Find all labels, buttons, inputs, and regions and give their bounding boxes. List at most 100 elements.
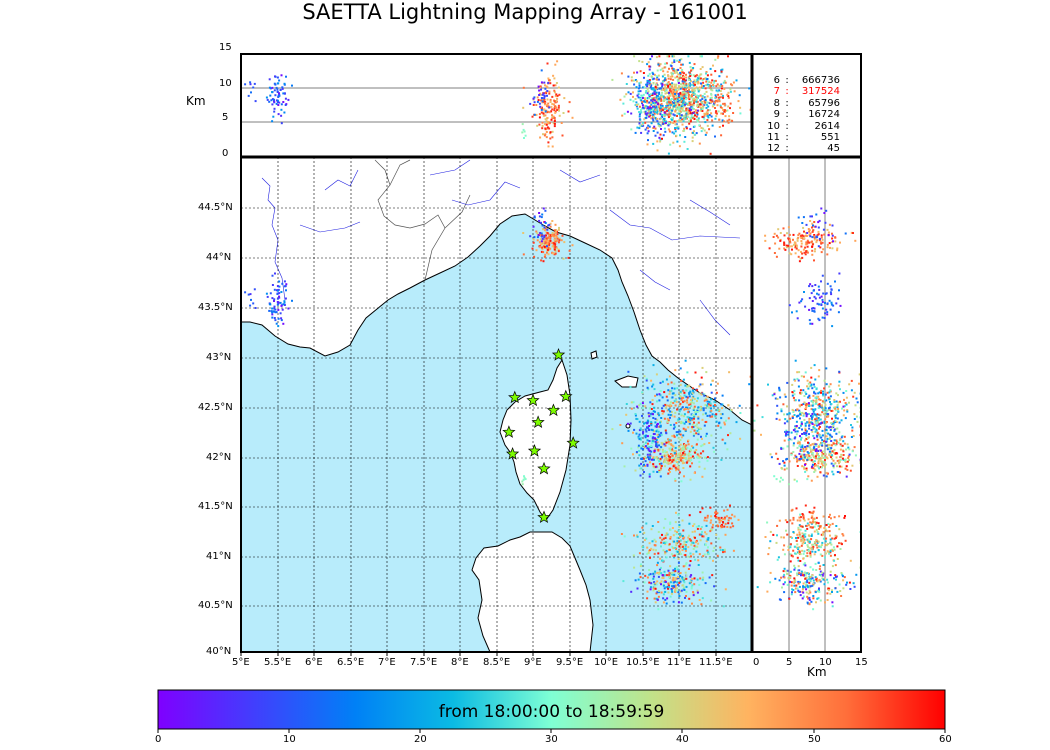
tuscany-cell-source — [834, 407, 837, 410]
provence-cell-source — [808, 297, 811, 300]
sardinia-southeast-cell-source — [676, 577, 679, 580]
sardinia-east-cell-source — [655, 83, 657, 86]
tyrrhenian-west-cell-source — [645, 430, 648, 433]
genoa-cell-source — [791, 248, 793, 251]
tuscany-cell-source — [791, 415, 794, 418]
tuscany-cell-source — [709, 152, 712, 155]
elba-south-cell-source — [821, 464, 824, 467]
sardinia-east-cell-source — [793, 564, 796, 567]
tuscany-cell-source — [696, 111, 699, 114]
elba-south-cell-source — [829, 436, 832, 439]
sardinia-southeast-cell-source — [656, 561, 659, 564]
tyrrhenian-west-cell-source — [821, 444, 824, 447]
genoa-cell-source — [839, 241, 841, 244]
genoa-cell-source — [802, 235, 805, 238]
corsica-cell-source — [521, 131, 524, 134]
tuscany-cell-source — [702, 127, 705, 130]
tuscany-cell-source — [670, 389, 673, 392]
tuscany-cell-source — [682, 378, 685, 381]
sardinia-east-cell-source — [679, 134, 681, 137]
tuscany-cell-source — [667, 408, 670, 411]
elba-south-cell-source — [803, 467, 806, 470]
tuscany-cell-source — [699, 55, 702, 58]
elba-south-cell-source — [680, 436, 683, 439]
tuscany-cell-source — [667, 83, 670, 86]
tyrrhenian-west-cell-source — [787, 433, 790, 436]
sardinia-southeast-cell-source — [788, 576, 791, 579]
tuscany-cell-source — [650, 408, 653, 410]
country-borders — [374, 159, 471, 281]
sardinia-east-cell-source — [805, 555, 808, 557]
sardinia-east-cell-source — [706, 549, 709, 552]
tuscany-cell-source — [802, 403, 805, 405]
tuscany-cell-source — [806, 379, 809, 382]
sardinia-east-cell-source — [822, 533, 824, 536]
sardinia-southeast-cell-source — [683, 588, 686, 591]
sardinia-southeast-cell-source — [672, 569, 675, 572]
tuscany-cell-source — [826, 409, 829, 412]
sardinia-southeast-cell-source — [662, 597, 665, 600]
tyrrhenian-west-cell-source — [827, 432, 830, 435]
sardinia-east-cell-source — [692, 92, 694, 95]
elba-south-cell-source — [677, 88, 680, 91]
elba-south-cell-source — [798, 441, 801, 444]
sardinia-southeast-cell-source — [677, 82, 680, 84]
provence-cell-source — [821, 307, 824, 310]
provence-cell-source — [826, 313, 829, 316]
sardinia-east-cell-source — [675, 511, 677, 514]
plot-title: SAETTA Lightning Mapping Array - 161001 — [302, 0, 748, 24]
tyrrhenian-west-cell-source — [659, 104, 662, 106]
sardinia-east-cell-source — [703, 553, 706, 556]
sardinia-southeast-cell-source — [823, 578, 826, 580]
genoa-cell-source — [772, 236, 775, 238]
sardinia-east-cell-source — [646, 546, 649, 549]
tuscany-cell-source — [663, 417, 666, 420]
sardinia-southeast-cell-source — [654, 110, 657, 113]
sardinia-east-cell-source — [813, 530, 816, 533]
tuscany-cell-source — [703, 399, 706, 402]
sardinia-far-east-cell-source — [727, 519, 730, 522]
genoa-early-cell-source — [802, 216, 805, 219]
elba-south-cell-source — [689, 66, 692, 68]
sardinia-east-cell-source — [676, 531, 678, 534]
sardinia-southeast-cell-source — [652, 587, 655, 590]
sardinia-far-east-cell-source — [737, 100, 740, 103]
tuscany-cell-source — [684, 384, 687, 387]
tuscany-cell-source — [853, 413, 856, 416]
sardinia-far-east-cell-source — [711, 100, 714, 103]
elba-south-cell-source — [687, 457, 690, 460]
sardinia-far-east-cell-source — [721, 85, 724, 87]
tyrrhenian-west-cell-source — [798, 445, 801, 447]
genoa-cell-source — [834, 236, 837, 239]
elba-south-cell-source — [668, 107, 671, 110]
sardinia-far-east-cell-source — [815, 516, 818, 519]
genoa-cell-source — [544, 114, 547, 117]
sardinia-east-cell-source — [695, 525, 698, 528]
tuscany-cell-source — [651, 399, 654, 401]
sardinia-far-east-cell-source — [714, 79, 717, 82]
genoa-cell-source — [547, 122, 549, 125]
corsica-cell-source — [521, 123, 524, 126]
sardinia-east-cell-source — [810, 546, 813, 549]
sardinia-southeast-cell-source — [794, 587, 797, 590]
tuscany-cell-source — [651, 94, 654, 96]
elba-south-cell-source — [796, 480, 798, 483]
tuscany-cell-source — [817, 395, 820, 398]
sardinia-far-east-cell-source — [720, 87, 723, 90]
tuscany-cell-source — [692, 417, 695, 420]
genoa-cell-source — [546, 111, 549, 114]
sardinia-east-cell-source — [642, 546, 645, 549]
genoa-cell-source — [834, 240, 837, 243]
tuscany-cell-source — [687, 408, 690, 411]
sardinia-east-cell-source — [787, 545, 790, 548]
elba-south-cell-source — [793, 478, 796, 481]
sardinia-southeast-cell-source — [671, 82, 674, 85]
sardinia-east-cell-source — [834, 564, 837, 567]
provence-cell-source — [280, 108, 283, 111]
sardinia-east-cell-source — [672, 534, 675, 537]
elba-south-cell-source — [662, 70, 665, 73]
elba-south-cell-source — [644, 464, 646, 467]
genoa-cell-source — [785, 244, 788, 247]
station-star-icon — [531, 415, 545, 428]
sardinia-east-cell-source — [649, 556, 651, 559]
